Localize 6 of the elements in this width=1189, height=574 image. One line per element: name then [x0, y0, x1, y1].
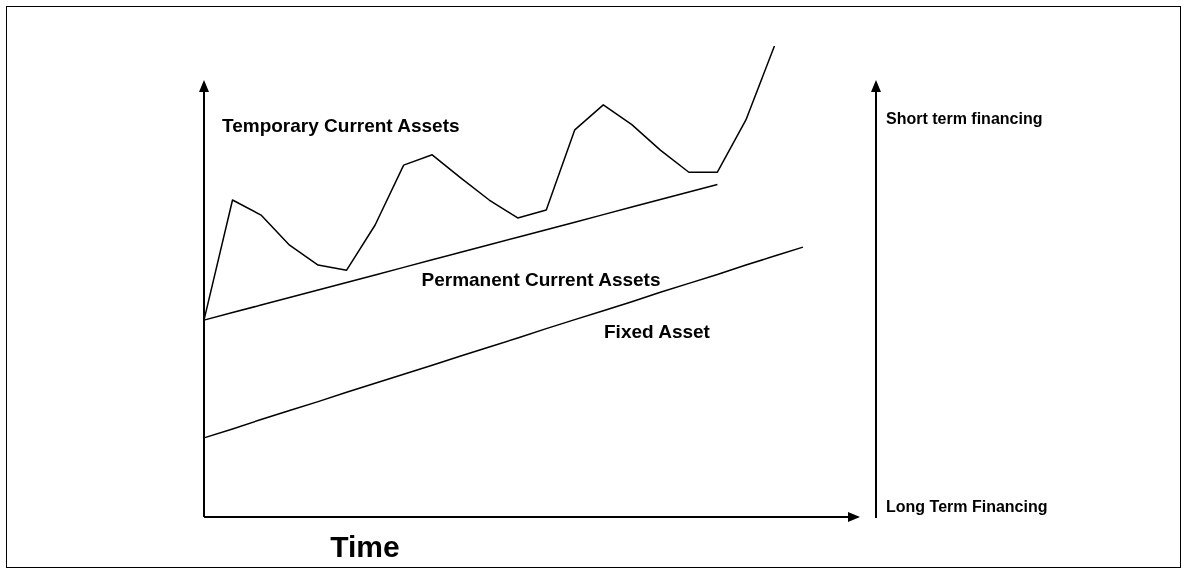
series-label: Permanent Current Assets	[421, 269, 661, 290]
series-label: Fixed Asset	[604, 321, 711, 342]
text: Short term financing	[886, 110, 1043, 128]
text: Long Term Financing	[886, 498, 1048, 516]
series-label: Temporary Current Assets	[222, 115, 460, 136]
x-axis-title: Time	[329, 530, 401, 564]
